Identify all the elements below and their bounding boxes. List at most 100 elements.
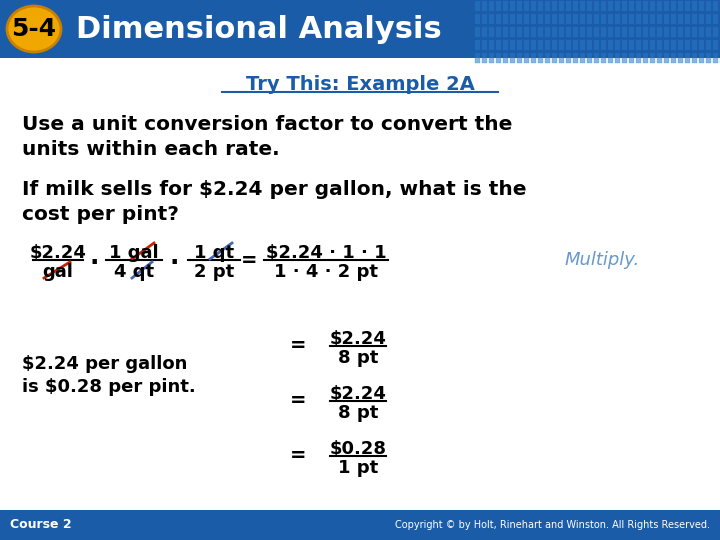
Bar <box>636 1 641 11</box>
Bar <box>0 510 720 540</box>
Bar <box>671 14 676 24</box>
Bar <box>664 27 669 37</box>
Bar <box>517 1 522 11</box>
Bar <box>503 1 508 11</box>
Text: =: = <box>289 446 306 465</box>
Text: If milk sells for $2.24 per gallon, what is the: If milk sells for $2.24 per gallon, what… <box>22 180 526 199</box>
Bar <box>510 53 515 63</box>
Bar <box>545 1 550 11</box>
Bar <box>503 27 508 37</box>
Text: Copyright © by Holt, Rinehart and Winston. All Rights Reserved.: Copyright © by Holt, Rinehart and Winsto… <box>395 520 710 530</box>
Bar <box>559 53 564 63</box>
Bar <box>678 53 683 63</box>
Bar <box>489 53 494 63</box>
Bar <box>538 1 543 11</box>
Bar <box>517 14 522 24</box>
Bar <box>524 53 529 63</box>
Bar <box>587 40 592 50</box>
Text: gal: gal <box>42 263 73 281</box>
Text: units within each rate.: units within each rate. <box>22 140 279 159</box>
Bar <box>636 40 641 50</box>
Text: cost per pint?: cost per pint? <box>22 205 179 224</box>
Bar <box>608 14 613 24</box>
Bar <box>615 53 620 63</box>
Bar <box>587 27 592 37</box>
Bar <box>685 1 690 11</box>
Bar <box>692 53 697 63</box>
Bar <box>475 27 480 37</box>
Bar <box>706 1 711 11</box>
Bar <box>608 40 613 50</box>
Bar <box>594 53 599 63</box>
Bar <box>629 1 634 11</box>
Bar <box>699 27 704 37</box>
Text: ·: · <box>89 251 99 275</box>
Bar <box>636 53 641 63</box>
Text: 8 pt: 8 pt <box>338 349 378 367</box>
Text: 4 qt: 4 qt <box>114 263 154 281</box>
Text: =: = <box>289 336 306 355</box>
Bar <box>706 53 711 63</box>
Bar <box>671 27 676 37</box>
Bar <box>580 40 585 50</box>
Bar <box>643 14 648 24</box>
Bar <box>615 14 620 24</box>
Bar <box>671 40 676 50</box>
Bar <box>664 1 669 11</box>
Bar <box>489 40 494 50</box>
Bar <box>650 14 655 24</box>
Bar <box>685 14 690 24</box>
Bar <box>657 40 662 50</box>
Bar <box>615 27 620 37</box>
Bar <box>629 14 634 24</box>
Bar <box>559 27 564 37</box>
Bar <box>685 53 690 63</box>
Bar <box>573 27 578 37</box>
Bar <box>713 27 718 37</box>
Bar <box>524 40 529 50</box>
Bar <box>573 53 578 63</box>
Bar <box>482 27 487 37</box>
Bar <box>531 14 536 24</box>
Bar <box>517 40 522 50</box>
Bar <box>657 27 662 37</box>
Bar <box>531 40 536 50</box>
Bar <box>566 1 571 11</box>
Bar <box>608 53 613 63</box>
Bar <box>559 40 564 50</box>
Bar <box>587 1 592 11</box>
Bar <box>538 40 543 50</box>
Bar <box>545 27 550 37</box>
Bar <box>657 53 662 63</box>
Bar <box>713 40 718 50</box>
Bar <box>580 14 585 24</box>
Bar <box>531 1 536 11</box>
Bar <box>580 53 585 63</box>
Text: 8 pt: 8 pt <box>338 404 378 422</box>
Bar <box>601 1 606 11</box>
Bar <box>510 40 515 50</box>
Bar <box>713 1 718 11</box>
Bar <box>517 27 522 37</box>
Text: 1 · 4 · 2 pt: 1 · 4 · 2 pt <box>274 263 378 281</box>
Bar <box>692 1 697 11</box>
Bar <box>496 1 501 11</box>
Bar <box>643 40 648 50</box>
Bar <box>594 27 599 37</box>
Bar <box>622 27 627 37</box>
Bar <box>538 27 543 37</box>
Bar <box>587 53 592 63</box>
Bar <box>692 27 697 37</box>
Bar <box>678 14 683 24</box>
Bar <box>601 53 606 63</box>
Bar <box>594 40 599 50</box>
Bar <box>552 53 557 63</box>
Bar <box>566 53 571 63</box>
Bar <box>650 40 655 50</box>
Bar <box>496 27 501 37</box>
Bar <box>482 1 487 11</box>
Bar <box>699 14 704 24</box>
Bar <box>566 40 571 50</box>
Text: $2.24 per gallon: $2.24 per gallon <box>22 355 187 373</box>
Bar <box>573 1 578 11</box>
